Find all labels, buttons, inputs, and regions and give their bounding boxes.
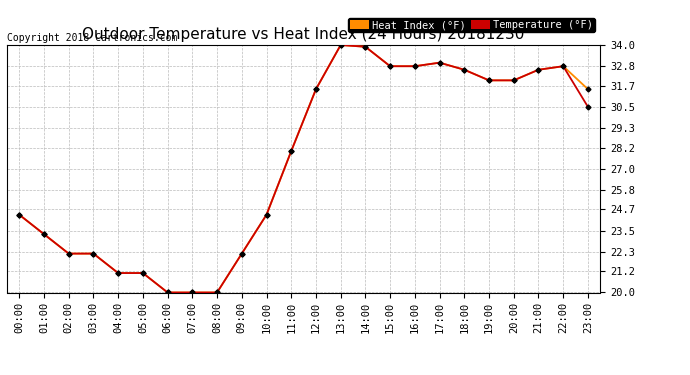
- Legend: Heat Index (°F), Temperature (°F): Heat Index (°F), Temperature (°F): [348, 18, 595, 32]
- Text: Copyright 2018 Cartronics.com: Copyright 2018 Cartronics.com: [7, 33, 177, 42]
- Title: Outdoor Temperature vs Heat Index (24 Hours) 20181230: Outdoor Temperature vs Heat Index (24 Ho…: [82, 27, 525, 42]
